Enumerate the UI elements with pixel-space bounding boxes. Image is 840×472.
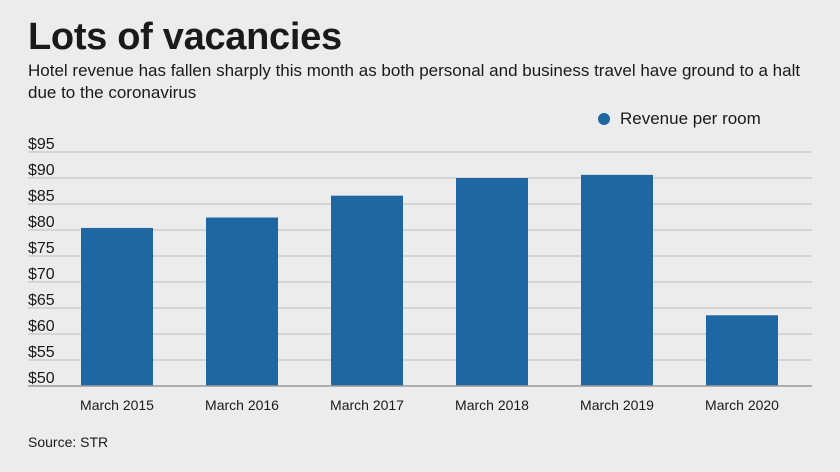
- legend: Revenue per room: [598, 108, 761, 130]
- legend-label: Revenue per room: [620, 109, 761, 128]
- chart-subtitle: Hotel revenue has fallen sharply this mo…: [28, 61, 801, 102]
- y-tick-label: $90: [28, 162, 55, 179]
- x-tick-label: March 2016: [205, 397, 279, 413]
- gridlines: [28, 151, 812, 361]
- x-tick-label: March 2019: [580, 397, 654, 413]
- y-tick-label: $80: [28, 214, 55, 231]
- legend-swatch: [598, 113, 610, 125]
- bar: [81, 227, 153, 386]
- y-tick-label: $70: [28, 266, 55, 283]
- bar: [581, 174, 653, 386]
- x-tick-label: March 2018: [455, 397, 529, 413]
- x-tick-label: March 2017: [330, 397, 404, 413]
- y-tick-label: $60: [28, 318, 55, 335]
- y-tick-label: $65: [28, 292, 55, 309]
- y-tick-label: $55: [28, 344, 55, 361]
- bar: [206, 217, 278, 386]
- bars: [81, 174, 778, 386]
- y-tick-label: $85: [28, 188, 55, 205]
- y-axis-ticks: $50 $55 $60 $65 $70 $75 $80 $85 $90 $95: [28, 136, 55, 387]
- source-note: Source: STR: [28, 434, 109, 450]
- x-axis-ticks: March 2015 March 2016 March 2017 March 2018…: [80, 397, 779, 413]
- bar: [331, 195, 403, 386]
- y-tick-label: $95: [28, 136, 55, 153]
- y-tick-label: $75: [28, 240, 55, 257]
- chart-title: Lots of vacancies: [28, 16, 342, 58]
- x-tick-label: March 2020: [705, 397, 779, 413]
- bar: [706, 315, 778, 386]
- y-tick-label: $50: [28, 370, 55, 387]
- x-tick-label: March 2015: [80, 397, 154, 413]
- bar: [456, 178, 528, 386]
